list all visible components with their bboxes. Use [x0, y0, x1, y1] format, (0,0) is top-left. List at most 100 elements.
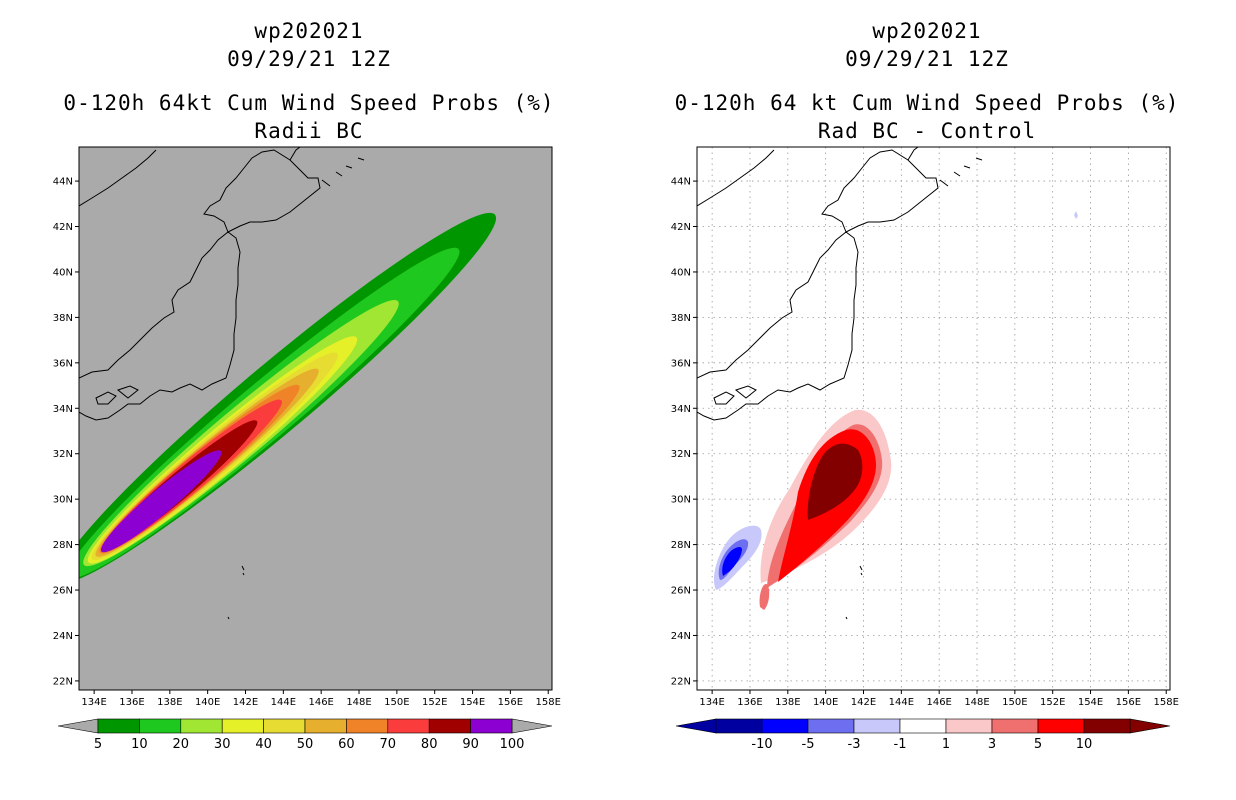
right-colorbar-swatch [1083, 718, 1131, 734]
left-colorbar-swatch [346, 718, 389, 734]
right-panel: wp202021 09/29/21 12Z 0-120h 64 kt Cum W… [618, 0, 1236, 800]
left-y-tick-label: 34N [53, 404, 73, 415]
right-colorbar-swatch [991, 718, 1039, 734]
left-x-tick-label: 158E [536, 697, 561, 708]
right-x-tick-label: 146E [926, 697, 951, 708]
left-x-tick-label: 150E [384, 697, 409, 708]
right-chart-subtitle: Rad BC - Control [817, 119, 1037, 143]
left-colorbar-over-triangle [511, 718, 553, 734]
left-colorbar-label: 80 [421, 737, 438, 752]
right-coastline [697, 147, 983, 620]
left-colorbar-label: 50 [297, 737, 314, 752]
right-colorbar-swatch [761, 718, 809, 734]
left-y-tick-label: 36N [53, 358, 73, 369]
left-y-tick-label: 38N [53, 313, 73, 324]
right-coastline-path [939, 179, 949, 187]
right-coastline-path [713, 391, 735, 405]
right-y-tick-label: 28N [671, 540, 691, 551]
left-coastline-path [116, 385, 139, 399]
left-colorbar-label: 10 [131, 737, 148, 752]
right-x-tick-label: 142E [851, 697, 876, 708]
left-x-tick-label: 134E [81, 697, 106, 708]
left-x-tick-label: 142E [233, 697, 258, 708]
left-x-tick-label: 136E [119, 697, 144, 708]
right-x-tick-label: 134E [699, 697, 724, 708]
right-chart-title: 0-120h 64 kt Cum Wind Speed Probs (%) [674, 91, 1180, 115]
right-coastline-path [907, 147, 919, 161]
right-colorbar-label: -5 [802, 737, 815, 752]
right-colorbar-swatch [715, 718, 763, 734]
left-coastline-path [79, 149, 157, 207]
left-y-tick-label: 24N [53, 631, 73, 642]
right-colorbar-label: 1 [942, 737, 950, 752]
right-colorbar-label: -1 [894, 737, 907, 752]
left-x-tick-label: 156E [498, 697, 523, 708]
left-colorbar-label: 70 [380, 737, 397, 752]
right-x-tick-label: 150E [1002, 697, 1027, 708]
left-coastline-path [242, 572, 245, 576]
left-y-tick-label: 32N [53, 449, 73, 460]
right-coastline-path [963, 165, 971, 169]
right-coastline-path [845, 616, 848, 620]
diff-small-positive [759, 584, 770, 610]
right-x-tick-label: 152E [1040, 697, 1065, 708]
left-coastline [79, 147, 365, 620]
right-colorbar-label: 3 [988, 737, 996, 752]
left-chart-subtitle: Radii BC [254, 119, 364, 143]
left-coastline-path [345, 165, 353, 169]
right-colorbar-label: -3 [848, 737, 861, 752]
right-colorbar: -10 -5 -3 -1 1 3 5 10 [675, 718, 1171, 752]
right-y-tick-label: 40N [671, 267, 691, 278]
diff-contour-neg5 [722, 547, 742, 576]
left-y-tick-label: 22N [53, 676, 73, 687]
right-datetime: 09/29/21 12Z [845, 47, 1009, 71]
left-datetime: 09/29/21 12Z [227, 47, 391, 71]
left-y-tick-label: 30N [53, 495, 73, 506]
left-y-tick-label: 44N [53, 177, 73, 188]
right-coastline-path [859, 565, 863, 571]
left-colorbar-swatch [221, 718, 264, 734]
left-colorbar-swatch [263, 718, 306, 734]
diff-small-negative [1074, 211, 1078, 219]
left-storm-id: wp202021 [254, 19, 364, 43]
right-x-tick-label: 144E [889, 697, 914, 708]
right-coastline-path [953, 171, 961, 177]
right-map-svg: 134E 136E 138E 140E 142E 144E 146E 148E 150E 152E… [671, 146, 1179, 752]
right-coastline-path [697, 231, 859, 421]
right-x-tick-label: 154E [1078, 697, 1103, 708]
left-coastline-path [335, 171, 343, 177]
right-y-tick-label: 38N [671, 313, 691, 324]
right-y-tick-label: 32N [671, 449, 691, 460]
prob-contour-100 [100, 450, 222, 553]
left-coastline-path [289, 147, 301, 161]
left-y-tick-label: 42N [53, 222, 73, 233]
right-colorbar-swatch [899, 718, 947, 734]
right-x-tick-label: 156E [1116, 697, 1141, 708]
right-coastline-path [975, 157, 983, 161]
right-colorbar-swatch [853, 718, 901, 734]
right-colorbar-swatch [1037, 718, 1085, 734]
left-colorbar-swatch [470, 718, 513, 734]
left-colorbar-swatch [180, 718, 223, 734]
right-y-tick-label: 44N [671, 177, 691, 188]
left-chart-title: 0-120h 64kt Cum Wind Speed Probs (%) [63, 91, 555, 115]
left-colorbar-label: 60 [338, 737, 355, 752]
right-y-tick-label: 30N [671, 495, 691, 506]
left-coastline-path [241, 565, 245, 571]
left-colorbar-label: 40 [255, 737, 272, 752]
left-coastline-path [321, 179, 331, 187]
left-colorbar-under-triangle [57, 718, 99, 734]
left-colorbar-label: 5 [94, 737, 102, 752]
right-colorbar-label: 5 [1034, 737, 1042, 752]
right-coastline-path [734, 385, 757, 399]
right-map-background [697, 147, 1170, 690]
left-x-tick-label: 144E [271, 697, 296, 708]
left-coastline-path [79, 231, 241, 421]
right-colorbar-label: 10 [1076, 737, 1093, 752]
left-colorbar-label: 100 [500, 737, 525, 752]
right-map-frame [696, 146, 1171, 691]
right-x-tick-label: 138E [775, 697, 800, 708]
right-colorbar-over-triangle [1129, 718, 1171, 734]
left-axes: 134E 136E 138E 140E 142E 144E 146E 148E 150E 152E… [53, 177, 561, 708]
left-colorbar-label: 30 [214, 737, 231, 752]
